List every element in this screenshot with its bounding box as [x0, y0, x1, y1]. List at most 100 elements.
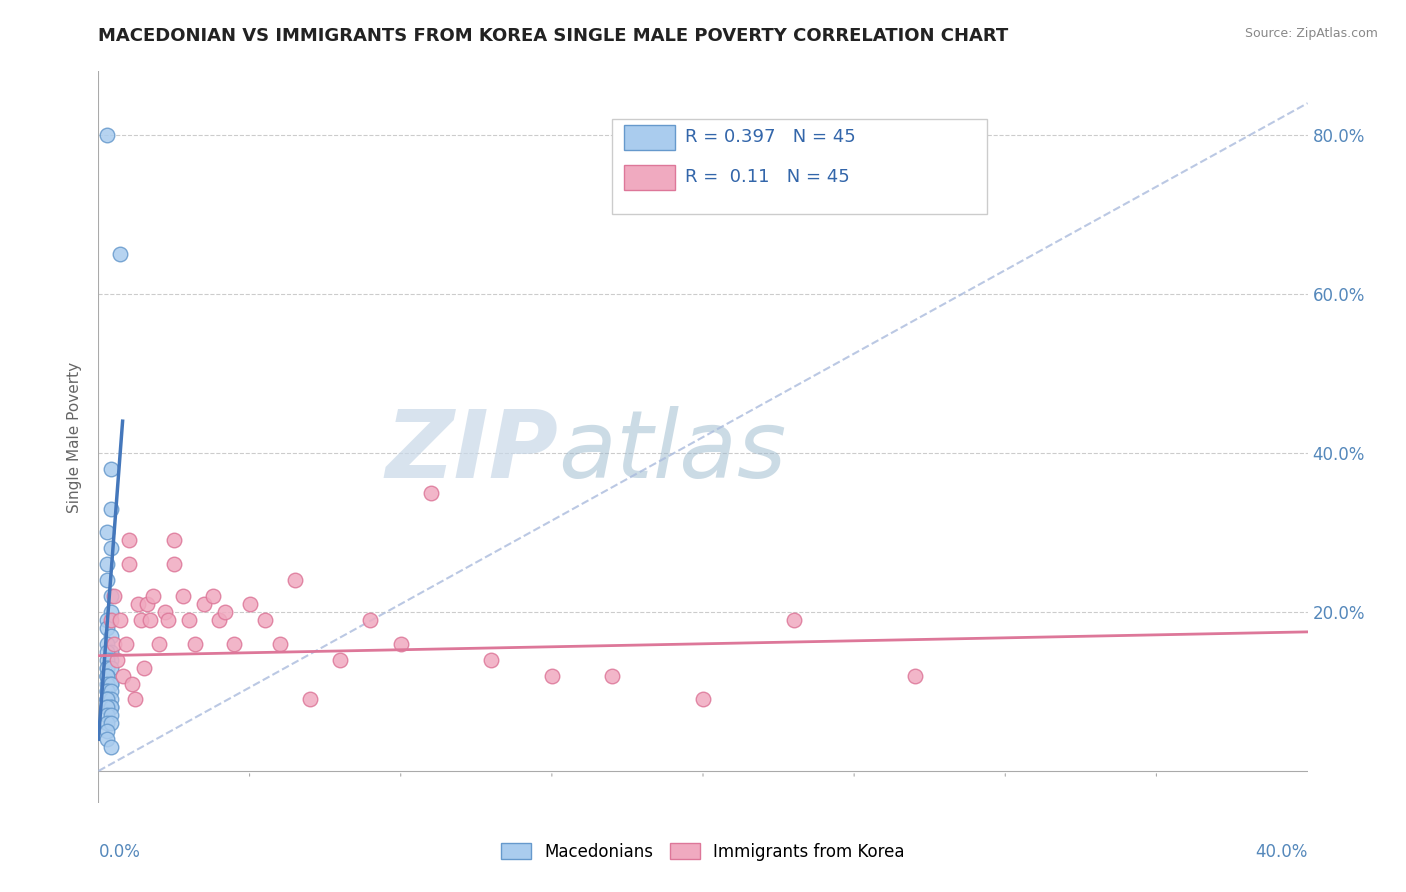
Point — [100, 716, 122, 731]
Point — [96, 660, 118, 674]
Point — [96, 660, 118, 674]
Point — [100, 605, 122, 619]
Point — [96, 621, 118, 635]
Point — [602, 668, 624, 682]
Point — [172, 589, 194, 603]
Text: R =  0.11   N = 45: R = 0.11 N = 45 — [685, 169, 849, 186]
Point — [103, 637, 125, 651]
Point — [299, 692, 322, 706]
Point — [481, 653, 503, 667]
Point — [904, 668, 927, 682]
Point — [100, 541, 122, 556]
Point — [179, 613, 201, 627]
Point — [360, 613, 382, 627]
Point — [184, 637, 207, 651]
Point — [135, 597, 157, 611]
Point — [329, 653, 352, 667]
Point — [114, 637, 136, 651]
Point — [96, 653, 118, 667]
Text: ZIP: ZIP — [385, 406, 558, 498]
Point — [163, 558, 186, 572]
Point — [142, 589, 165, 603]
Point — [100, 708, 122, 723]
Point — [96, 708, 118, 723]
Point — [96, 700, 118, 714]
Point — [100, 676, 122, 690]
Point — [692, 692, 714, 706]
Point — [100, 653, 122, 667]
FancyBboxPatch shape — [613, 119, 987, 214]
Point — [103, 589, 125, 603]
Text: R = 0.397   N = 45: R = 0.397 N = 45 — [685, 128, 856, 146]
Point — [96, 716, 118, 731]
Point — [127, 597, 149, 611]
Point — [148, 637, 170, 651]
Legend: Macedonians, Immigrants from Korea: Macedonians, Immigrants from Korea — [495, 837, 911, 868]
Point — [156, 613, 179, 627]
Point — [96, 128, 118, 142]
Point — [124, 692, 146, 706]
Point — [96, 676, 118, 690]
Point — [202, 589, 225, 603]
Point — [100, 700, 122, 714]
Point — [111, 668, 134, 682]
Point — [96, 700, 118, 714]
Point — [96, 645, 118, 659]
Text: 40.0%: 40.0% — [1256, 843, 1308, 861]
Point — [208, 613, 231, 627]
Point — [163, 533, 186, 548]
Point — [100, 629, 122, 643]
Point — [389, 637, 412, 651]
Point — [96, 573, 118, 587]
Y-axis label: Single Male Poverty: Single Male Poverty — [67, 361, 83, 513]
Point — [96, 525, 118, 540]
Text: Source: ZipAtlas.com: Source: ZipAtlas.com — [1244, 27, 1378, 40]
Point — [96, 613, 118, 627]
Point — [100, 692, 122, 706]
Point — [153, 605, 176, 619]
Point — [108, 613, 131, 627]
Point — [118, 558, 141, 572]
Point — [96, 668, 118, 682]
Point — [96, 558, 118, 572]
Point — [132, 660, 155, 674]
Point — [118, 533, 141, 548]
Point — [96, 668, 118, 682]
Point — [121, 676, 143, 690]
Point — [193, 597, 215, 611]
Point — [96, 684, 118, 698]
Point — [96, 692, 118, 706]
Point — [100, 660, 122, 674]
Point — [540, 668, 562, 682]
Point — [96, 732, 118, 747]
Point — [96, 692, 118, 706]
Point — [100, 740, 122, 755]
Point — [100, 501, 122, 516]
FancyBboxPatch shape — [624, 165, 675, 190]
Point — [239, 597, 262, 611]
Point — [269, 637, 291, 651]
Text: atlas: atlas — [558, 406, 786, 497]
Point — [129, 613, 152, 627]
Point — [100, 613, 122, 627]
Point — [96, 692, 118, 706]
Point — [100, 589, 122, 603]
Point — [139, 613, 162, 627]
Text: MACEDONIAN VS IMMIGRANTS FROM KOREA SINGLE MALE POVERTY CORRELATION CHART: MACEDONIAN VS IMMIGRANTS FROM KOREA SING… — [98, 27, 1008, 45]
Point — [96, 684, 118, 698]
Point — [105, 653, 128, 667]
FancyBboxPatch shape — [624, 125, 675, 150]
Point — [100, 700, 122, 714]
Point — [96, 637, 118, 651]
Point — [284, 573, 307, 587]
Point — [224, 637, 246, 651]
Point — [783, 613, 806, 627]
Point — [214, 605, 236, 619]
Point — [108, 247, 131, 261]
Point — [100, 676, 122, 690]
Point — [96, 724, 118, 739]
Text: 0.0%: 0.0% — [98, 843, 141, 861]
Point — [100, 684, 122, 698]
Point — [96, 668, 118, 682]
Point — [420, 485, 443, 500]
